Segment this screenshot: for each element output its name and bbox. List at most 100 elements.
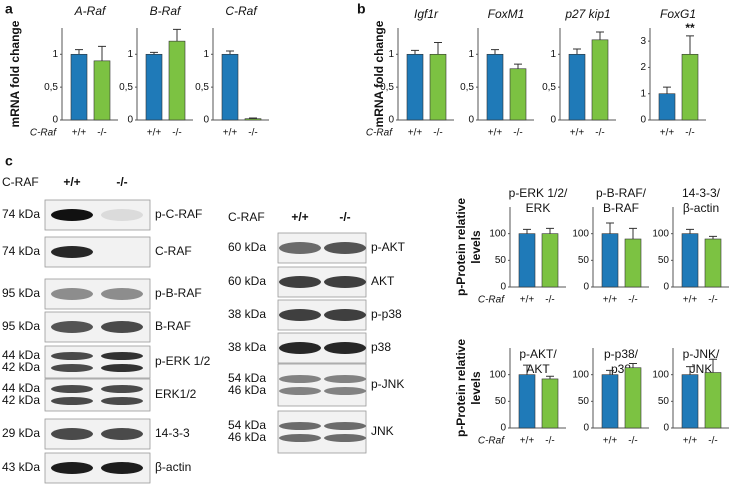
y-tick-label: 0 xyxy=(500,282,506,293)
bar xyxy=(601,233,619,288)
chart-title: B-RAF xyxy=(603,201,639,215)
bar xyxy=(591,39,609,121)
category-label: C-Raf xyxy=(478,436,505,447)
protein-label: p-p38 xyxy=(371,307,402,321)
chart-title: FoxG1 xyxy=(660,7,696,21)
y-tick-label: 1 xyxy=(203,49,209,60)
band xyxy=(51,385,93,393)
blot-box xyxy=(44,278,151,310)
y-tick-label: 50 xyxy=(495,255,507,266)
band xyxy=(279,375,321,383)
y-tick-label: 50 xyxy=(495,396,507,407)
chart-title: p27 kip1 xyxy=(564,7,610,21)
kda-label: 44 kDa xyxy=(2,348,40,362)
y-tick-label: 100 xyxy=(572,369,589,380)
genotype: -/- xyxy=(339,210,350,224)
band xyxy=(51,397,93,405)
error-bar xyxy=(173,28,181,42)
x-tick-label: -/- xyxy=(628,436,637,447)
x-tick-label: +/+ xyxy=(660,128,675,139)
x-tick-label: +/+ xyxy=(520,436,535,447)
y-tick-label: 3 xyxy=(640,36,646,47)
error-bar xyxy=(150,51,158,55)
chart-title: C-Raf xyxy=(225,4,258,18)
bar xyxy=(70,53,88,121)
y-tick-label: 100 xyxy=(489,369,506,380)
x-tick-label: +/+ xyxy=(683,295,698,306)
y-tick-label: 0,5 xyxy=(44,82,58,93)
error-bar xyxy=(686,35,694,55)
error-bar xyxy=(596,31,604,40)
bar xyxy=(509,68,527,121)
x-tick-label: -/- xyxy=(172,128,181,139)
kda-label: 29 kDa xyxy=(2,426,40,440)
error-bar xyxy=(523,228,531,234)
band xyxy=(279,242,321,254)
band xyxy=(101,321,143,333)
y-tick-label: 1 xyxy=(550,49,556,60)
x-tick-label: -/- xyxy=(545,436,554,447)
bar xyxy=(486,53,504,121)
bar xyxy=(704,238,722,288)
error-bar xyxy=(514,63,522,69)
blot-box xyxy=(44,378,151,412)
y-tick-label: 0 xyxy=(468,115,474,126)
blot-box xyxy=(44,345,151,379)
band xyxy=(324,342,366,354)
error-bar xyxy=(546,375,554,379)
panel-label: a xyxy=(5,1,13,17)
x-tick-label: +/+ xyxy=(603,436,618,447)
bar xyxy=(658,93,676,121)
band xyxy=(324,422,366,430)
error-bar xyxy=(98,45,106,61)
y-tick-label: 1 xyxy=(52,49,58,60)
y-tick-label: 50 xyxy=(578,396,590,407)
band xyxy=(324,375,366,383)
band xyxy=(279,342,321,354)
band xyxy=(279,422,321,430)
protein-label: p-JNK xyxy=(371,377,404,391)
kda-label: 74 kDa xyxy=(2,207,40,221)
y-tick-label: 0 xyxy=(663,423,669,434)
band xyxy=(324,309,366,321)
bar xyxy=(541,233,559,288)
band xyxy=(324,276,366,288)
y-tick-label: 0 xyxy=(663,282,669,293)
kda-label: 46 kDa xyxy=(228,430,266,444)
genotype-label: C-RAF xyxy=(228,210,265,224)
y-tick-label: 100 xyxy=(652,228,669,239)
y-tick-label: 0,5 xyxy=(460,82,474,93)
chart-title: Igf1r xyxy=(414,7,439,21)
error-bar xyxy=(573,48,581,55)
x-tick-label: +/+ xyxy=(603,295,618,306)
x-tick-label: +/+ xyxy=(147,128,162,139)
y-tick-label: 50 xyxy=(578,255,590,266)
error-bar xyxy=(226,50,234,55)
y-tick-label: 1 xyxy=(640,88,646,99)
y-axis-label: mRNA fold change xyxy=(8,20,22,127)
chart-title: AKT xyxy=(526,362,550,376)
y-tick-label: 0 xyxy=(500,423,506,434)
band xyxy=(51,288,93,300)
error-bar xyxy=(491,49,499,55)
y-tick-label: 0 xyxy=(388,115,394,126)
annotation: ** xyxy=(685,21,695,35)
band xyxy=(101,352,143,360)
bar xyxy=(168,40,186,121)
y-tick-label: 0 xyxy=(583,282,589,293)
y-tick-label: 0,5 xyxy=(542,82,556,93)
error-bar xyxy=(606,369,614,375)
y-tick-label: 0,5 xyxy=(380,82,394,93)
error-bar xyxy=(709,358,717,373)
error-bar xyxy=(606,222,614,234)
x-tick-label: +/+ xyxy=(223,128,238,139)
bar xyxy=(681,233,699,288)
kda-label: 95 kDa xyxy=(2,286,40,300)
protein-label: C-RAF xyxy=(155,244,192,258)
kda-label: 95 kDa xyxy=(2,319,40,333)
protein-label: JNK xyxy=(371,424,394,438)
band xyxy=(279,387,321,395)
bar xyxy=(568,53,586,121)
y-tick-label: 0 xyxy=(52,115,58,126)
